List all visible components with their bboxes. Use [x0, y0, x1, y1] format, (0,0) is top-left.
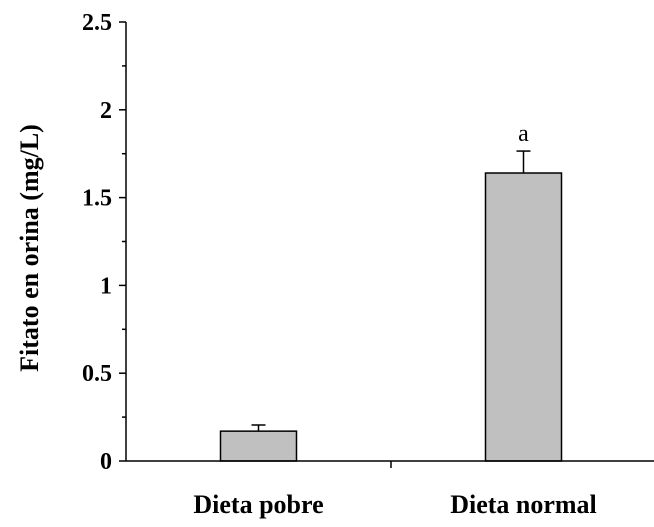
- annotations: a: [518, 121, 529, 147]
- y-tick-label: 0: [100, 449, 112, 475]
- y-axis-title: Fitato en orina (mg/L): [15, 124, 44, 372]
- bar: [484, 172, 563, 462]
- y-tick-label: 1.5: [82, 186, 112, 212]
- significance-annotation: a: [518, 121, 529, 147]
- bar: [219, 430, 298, 462]
- y-tick-label: 1: [100, 273, 112, 299]
- y-tick-label: 2: [100, 98, 112, 124]
- x-category-label: Dieta normal: [450, 490, 597, 519]
- error-bars: [251, 150, 531, 432]
- x-category-label: Dieta pobre: [193, 490, 323, 519]
- y-tick-label: 2.5: [82, 10, 112, 36]
- y-axis-ticks: 0 0.5 1 1.5 2 2.5: [82, 10, 126, 475]
- x-axis-labels: Dieta pobre Dieta normal: [193, 490, 596, 519]
- y-tick-label: 0.5: [82, 361, 112, 387]
- bars: [219, 172, 563, 462]
